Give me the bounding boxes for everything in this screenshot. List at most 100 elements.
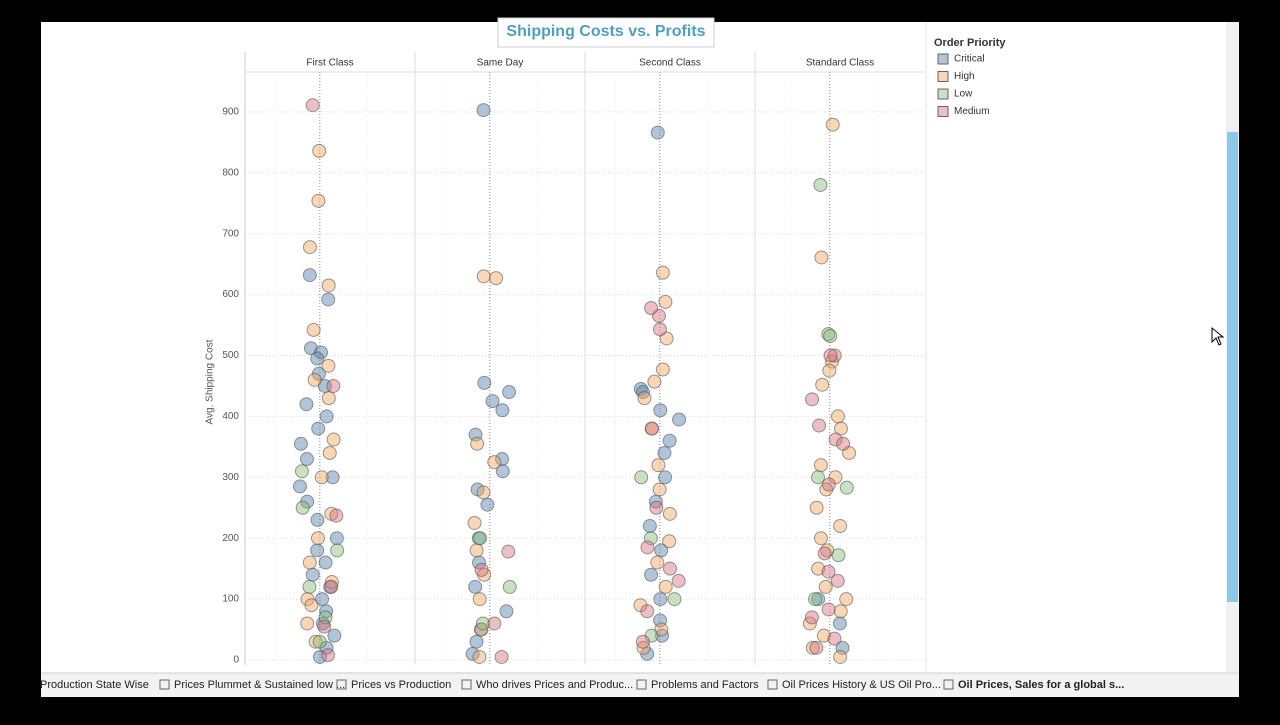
point: [292, 479, 307, 494]
legend-label[interactable]: Low: [954, 89, 973, 100]
point: [658, 579, 673, 594]
point: [311, 193, 326, 208]
point: [825, 117, 840, 132]
point: [310, 351, 325, 366]
point: [472, 592, 487, 607]
point: [321, 278, 336, 293]
point: [312, 143, 327, 158]
legend-swatch[interactable]: [937, 53, 949, 65]
point: [811, 592, 826, 607]
point: [302, 268, 317, 283]
tab[interactable]: Oil Prices History & US Oil Pro...: [782, 679, 941, 691]
point: [321, 391, 336, 406]
point: [650, 125, 665, 140]
tab[interactable]: Production State Wise: [40, 679, 149, 691]
point: [833, 519, 848, 534]
point: [310, 543, 325, 558]
point: [299, 397, 314, 412]
legend-label[interactable]: Medium: [954, 106, 990, 117]
point: [314, 470, 329, 485]
point: [489, 271, 504, 286]
point: [662, 433, 677, 448]
point: [651, 458, 666, 473]
panel-header: First Class: [306, 58, 353, 69]
tab-bar: [41, 673, 1239, 697]
tab[interactable]: Oil Prices, Sales for a global s...: [958, 679, 1124, 691]
point: [315, 592, 330, 607]
point: [672, 412, 687, 427]
point: [310, 531, 325, 546]
point: [476, 269, 491, 284]
point: [326, 432, 341, 447]
point: [804, 610, 819, 625]
tab[interactable]: Prices Plummet & Sustained low ...: [174, 679, 345, 691]
point: [318, 555, 333, 570]
chart-title: Shipping Costs vs. Profits: [506, 23, 705, 40]
point: [831, 548, 846, 563]
point: [813, 177, 828, 192]
tab[interactable]: Problems and Factors: [651, 679, 759, 691]
tab[interactable]: Who drives Prices and Produc...: [476, 679, 633, 691]
point: [495, 403, 510, 418]
tab-icon[interactable]: [159, 679, 170, 690]
point: [658, 470, 673, 485]
point: [644, 567, 659, 582]
point: [821, 602, 836, 617]
point: [319, 409, 334, 424]
point: [643, 531, 658, 546]
y-tick-label: 500: [222, 350, 239, 361]
point: [293, 436, 308, 451]
point: [817, 546, 832, 561]
point: [502, 385, 517, 400]
point: [325, 470, 340, 485]
point: [473, 531, 488, 546]
point: [330, 543, 345, 558]
point: [310, 512, 325, 527]
point: [485, 394, 500, 409]
legend-title: Order Priority: [934, 37, 1006, 49]
point: [812, 418, 827, 433]
tab-icon[interactable]: [636, 679, 647, 690]
tab-icon[interactable]: [767, 679, 778, 690]
point: [475, 616, 490, 631]
point: [472, 649, 487, 664]
point: [827, 631, 842, 646]
legend-swatch[interactable]: [937, 71, 949, 82]
point: [470, 436, 485, 451]
point: [835, 640, 850, 655]
point: [650, 555, 665, 570]
legend-swatch[interactable]: [937, 106, 949, 117]
legend-label[interactable]: Critical: [954, 54, 985, 65]
tab-icon[interactable]: [943, 679, 954, 690]
tab-icon[interactable]: [336, 679, 347, 690]
scroll-thumb[interactable]: [1227, 132, 1238, 602]
point: [642, 519, 657, 534]
point: [821, 327, 836, 342]
tab-icon[interactable]: [461, 679, 472, 690]
legend-label[interactable]: High: [954, 71, 975, 82]
point: [655, 362, 670, 377]
point: [329, 508, 344, 523]
point: [320, 648, 335, 663]
point: [823, 329, 838, 344]
point: [637, 391, 652, 406]
panel-header: Same Day: [477, 58, 524, 69]
point: [839, 480, 854, 495]
point: [306, 322, 321, 337]
y-tick-label: 300: [222, 472, 239, 483]
point: [811, 561, 826, 576]
y-tick-label: 600: [222, 289, 239, 300]
point: [494, 649, 509, 664]
point: [662, 506, 677, 521]
point: [321, 358, 336, 373]
point: [305, 98, 320, 113]
point: [469, 634, 484, 649]
point: [302, 240, 317, 255]
point: [658, 294, 673, 309]
point: [502, 579, 517, 594]
point: [487, 455, 502, 470]
tab[interactable]: Prices vs Production: [351, 679, 451, 691]
point: [647, 374, 662, 389]
legend-swatch[interactable]: [937, 88, 949, 100]
y-tick-label: 800: [222, 167, 239, 178]
